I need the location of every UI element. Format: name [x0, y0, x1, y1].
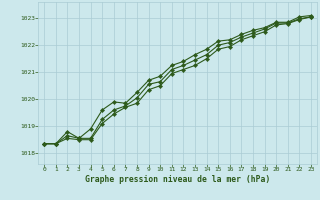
- X-axis label: Graphe pression niveau de la mer (hPa): Graphe pression niveau de la mer (hPa): [85, 175, 270, 184]
